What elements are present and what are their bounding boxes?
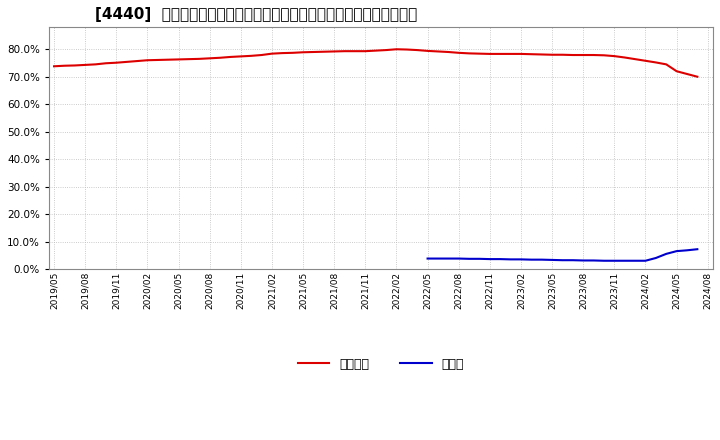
- 自己資本: [693, 74, 702, 79]
- のれん: [485, 257, 494, 262]
- のれん: [496, 257, 505, 262]
- 自己資本: [683, 71, 691, 77]
- 自己資本: [392, 47, 401, 52]
- のれん: [433, 256, 442, 261]
- 自己資本: [226, 54, 235, 59]
- のれん: [683, 248, 691, 253]
- のれん: [662, 251, 670, 257]
- のれん: [506, 257, 515, 262]
- Line: のれん: のれん: [428, 249, 698, 261]
- のれん: [600, 258, 608, 264]
- のれん: [558, 257, 567, 263]
- 自己資本: [506, 51, 515, 57]
- のれん: [672, 249, 681, 254]
- のれん: [527, 257, 536, 262]
- のれん: [517, 257, 526, 262]
- Line: 自己資本: 自己資本: [54, 49, 698, 77]
- のれん: [464, 256, 473, 261]
- 自己資本: [50, 64, 58, 69]
- のれん: [589, 258, 598, 263]
- のれん: [548, 257, 557, 263]
- のれん: [423, 256, 432, 261]
- Legend: 自己資本, のれん: 自己資本, のれん: [293, 352, 469, 376]
- のれん: [579, 258, 588, 263]
- のれん: [444, 256, 453, 261]
- のれん: [652, 255, 660, 260]
- 自己資本: [247, 53, 256, 59]
- 自己資本: [372, 48, 380, 53]
- のれん: [569, 257, 577, 263]
- 自己資本: [351, 48, 359, 54]
- のれん: [475, 256, 484, 261]
- のれん: [693, 246, 702, 252]
- のれん: [454, 256, 463, 261]
- のれん: [610, 258, 618, 264]
- のれん: [621, 258, 629, 264]
- のれん: [537, 257, 546, 262]
- のれん: [641, 258, 649, 264]
- のれん: [631, 258, 639, 264]
- Text: [4440]  自己資本、のれん、繰延税金資産の総資産に対する比率の推移: [4440] 自己資本、のれん、繰延税金資産の総資産に対する比率の推移: [95, 7, 418, 22]
